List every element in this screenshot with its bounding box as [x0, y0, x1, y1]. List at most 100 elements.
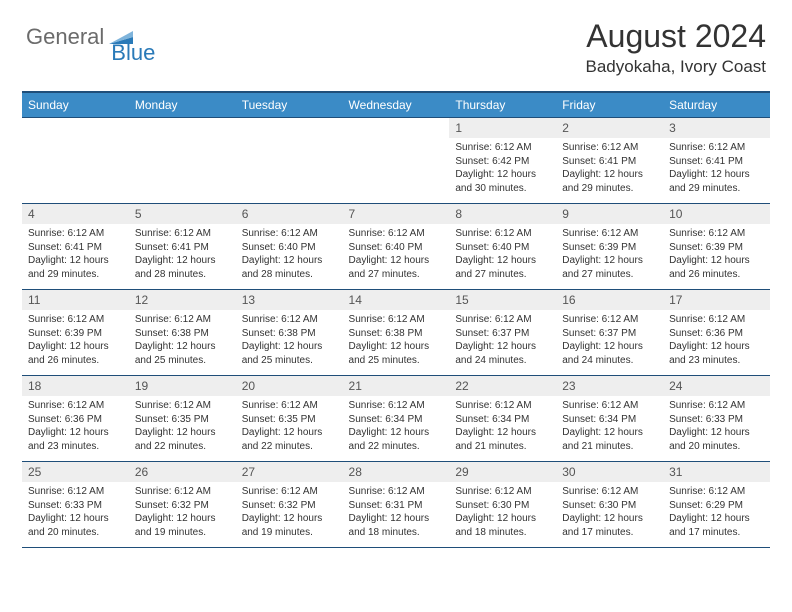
calendar-body: 1Sunrise: 6:12 AMSunset: 6:42 PMDaylight… — [22, 118, 770, 548]
day-number: 6 — [236, 204, 343, 224]
calendar-day-cell: 7Sunrise: 6:12 AMSunset: 6:40 PMDaylight… — [343, 204, 450, 290]
day-number: 22 — [449, 376, 556, 396]
calendar-day-cell: 18Sunrise: 6:12 AMSunset: 6:36 PMDayligh… — [22, 376, 129, 462]
day-details: Sunrise: 6:12 AMSunset: 6:42 PMDaylight:… — [449, 138, 556, 198]
calendar-day-cell: 24Sunrise: 6:12 AMSunset: 6:33 PMDayligh… — [663, 376, 770, 462]
day-number: 9 — [556, 204, 663, 224]
day-number: 21 — [343, 376, 450, 396]
calendar-day-cell: 4Sunrise: 6:12 AMSunset: 6:41 PMDaylight… — [22, 204, 129, 290]
weekday-header: Thursday — [449, 92, 556, 118]
calendar-day-cell: 10Sunrise: 6:12 AMSunset: 6:39 PMDayligh… — [663, 204, 770, 290]
calendar-day-cell — [343, 118, 450, 204]
calendar-day-cell: 9Sunrise: 6:12 AMSunset: 6:39 PMDaylight… — [556, 204, 663, 290]
calendar-week-row: 4Sunrise: 6:12 AMSunset: 6:41 PMDaylight… — [22, 204, 770, 290]
day-details: Sunrise: 6:12 AMSunset: 6:30 PMDaylight:… — [556, 482, 663, 542]
calendar-week-row: 1Sunrise: 6:12 AMSunset: 6:42 PMDaylight… — [22, 118, 770, 204]
day-details: Sunrise: 6:12 AMSunset: 6:35 PMDaylight:… — [129, 396, 236, 456]
day-details: Sunrise: 6:12 AMSunset: 6:39 PMDaylight:… — [22, 310, 129, 370]
day-number: 4 — [22, 204, 129, 224]
calendar-day-cell: 8Sunrise: 6:12 AMSunset: 6:40 PMDaylight… — [449, 204, 556, 290]
day-number: 11 — [22, 290, 129, 310]
day-number: 20 — [236, 376, 343, 396]
calendar-day-cell: 2Sunrise: 6:12 AMSunset: 6:41 PMDaylight… — [556, 118, 663, 204]
day-number: 27 — [236, 462, 343, 482]
day-number: 16 — [556, 290, 663, 310]
page-title: August 2024 — [586, 18, 766, 55]
day-number: 28 — [343, 462, 450, 482]
weekday-header: Monday — [129, 92, 236, 118]
day-details: Sunrise: 6:12 AMSunset: 6:38 PMDaylight:… — [129, 310, 236, 370]
calendar-week-row: 18Sunrise: 6:12 AMSunset: 6:36 PMDayligh… — [22, 376, 770, 462]
calendar-day-cell — [236, 118, 343, 204]
day-details: Sunrise: 6:12 AMSunset: 6:39 PMDaylight:… — [556, 224, 663, 284]
day-details: Sunrise: 6:12 AMSunset: 6:29 PMDaylight:… — [663, 482, 770, 542]
logo-text-2: Blue — [111, 40, 155, 66]
day-details: Sunrise: 6:12 AMSunset: 6:40 PMDaylight:… — [449, 224, 556, 284]
day-number: 13 — [236, 290, 343, 310]
day-details: Sunrise: 6:12 AMSunset: 6:30 PMDaylight:… — [449, 482, 556, 542]
day-number: 17 — [663, 290, 770, 310]
calendar-day-cell: 14Sunrise: 6:12 AMSunset: 6:38 PMDayligh… — [343, 290, 450, 376]
calendar-day-cell: 26Sunrise: 6:12 AMSunset: 6:32 PMDayligh… — [129, 462, 236, 548]
day-number: 25 — [22, 462, 129, 482]
day-number: 14 — [343, 290, 450, 310]
calendar-day-cell: 6Sunrise: 6:12 AMSunset: 6:40 PMDaylight… — [236, 204, 343, 290]
day-number: 26 — [129, 462, 236, 482]
day-details: Sunrise: 6:12 AMSunset: 6:32 PMDaylight:… — [236, 482, 343, 542]
calendar-day-cell — [129, 118, 236, 204]
day-details: Sunrise: 6:12 AMSunset: 6:38 PMDaylight:… — [236, 310, 343, 370]
day-details: Sunrise: 6:12 AMSunset: 6:41 PMDaylight:… — [22, 224, 129, 284]
title-block: August 2024 Badyokaha, Ivory Coast — [586, 18, 766, 77]
day-number: 30 — [556, 462, 663, 482]
day-details: Sunrise: 6:12 AMSunset: 6:36 PMDaylight:… — [663, 310, 770, 370]
day-number: 29 — [449, 462, 556, 482]
day-details: Sunrise: 6:12 AMSunset: 6:33 PMDaylight:… — [663, 396, 770, 456]
day-details: Sunrise: 6:12 AMSunset: 6:32 PMDaylight:… — [129, 482, 236, 542]
weekday-header: Tuesday — [236, 92, 343, 118]
calendar-day-cell: 13Sunrise: 6:12 AMSunset: 6:38 PMDayligh… — [236, 290, 343, 376]
day-number: 23 — [556, 376, 663, 396]
calendar-day-cell: 16Sunrise: 6:12 AMSunset: 6:37 PMDayligh… — [556, 290, 663, 376]
day-number: 1 — [449, 118, 556, 138]
day-details: Sunrise: 6:12 AMSunset: 6:40 PMDaylight:… — [343, 224, 450, 284]
calendar-day-cell: 25Sunrise: 6:12 AMSunset: 6:33 PMDayligh… — [22, 462, 129, 548]
calendar-day-cell: 17Sunrise: 6:12 AMSunset: 6:36 PMDayligh… — [663, 290, 770, 376]
logo: General Blue — [26, 18, 181, 50]
day-number: 12 — [129, 290, 236, 310]
calendar-day-cell: 11Sunrise: 6:12 AMSunset: 6:39 PMDayligh… — [22, 290, 129, 376]
weekday-header: Wednesday — [343, 92, 450, 118]
calendar-table: SundayMondayTuesdayWednesdayThursdayFrid… — [22, 91, 770, 548]
logo-text-1: General — [26, 24, 104, 50]
day-number: 5 — [129, 204, 236, 224]
calendar-day-cell: 15Sunrise: 6:12 AMSunset: 6:37 PMDayligh… — [449, 290, 556, 376]
day-number: 18 — [22, 376, 129, 396]
day-details: Sunrise: 6:12 AMSunset: 6:33 PMDaylight:… — [22, 482, 129, 542]
weekday-header: Friday — [556, 92, 663, 118]
location-label: Badyokaha, Ivory Coast — [586, 57, 766, 77]
header: General Blue August 2024 Badyokaha, Ivor… — [0, 0, 792, 85]
weekday-header: Saturday — [663, 92, 770, 118]
calendar-day-cell: 28Sunrise: 6:12 AMSunset: 6:31 PMDayligh… — [343, 462, 450, 548]
day-number: 24 — [663, 376, 770, 396]
day-number: 7 — [343, 204, 450, 224]
weekday-header-row: SundayMondayTuesdayWednesdayThursdayFrid… — [22, 92, 770, 118]
calendar-day-cell: 12Sunrise: 6:12 AMSunset: 6:38 PMDayligh… — [129, 290, 236, 376]
day-details: Sunrise: 6:12 AMSunset: 6:38 PMDaylight:… — [343, 310, 450, 370]
calendar-day-cell — [22, 118, 129, 204]
calendar-day-cell: 19Sunrise: 6:12 AMSunset: 6:35 PMDayligh… — [129, 376, 236, 462]
calendar-day-cell: 21Sunrise: 6:12 AMSunset: 6:34 PMDayligh… — [343, 376, 450, 462]
calendar-week-row: 11Sunrise: 6:12 AMSunset: 6:39 PMDayligh… — [22, 290, 770, 376]
day-details: Sunrise: 6:12 AMSunset: 6:34 PMDaylight:… — [556, 396, 663, 456]
calendar-day-cell: 30Sunrise: 6:12 AMSunset: 6:30 PMDayligh… — [556, 462, 663, 548]
day-details: Sunrise: 6:12 AMSunset: 6:39 PMDaylight:… — [663, 224, 770, 284]
calendar-day-cell: 31Sunrise: 6:12 AMSunset: 6:29 PMDayligh… — [663, 462, 770, 548]
calendar-day-cell: 22Sunrise: 6:12 AMSunset: 6:34 PMDayligh… — [449, 376, 556, 462]
day-number: 2 — [556, 118, 663, 138]
day-details: Sunrise: 6:12 AMSunset: 6:41 PMDaylight:… — [663, 138, 770, 198]
day-number: 15 — [449, 290, 556, 310]
day-details: Sunrise: 6:12 AMSunset: 6:34 PMDaylight:… — [449, 396, 556, 456]
day-details: Sunrise: 6:12 AMSunset: 6:41 PMDaylight:… — [556, 138, 663, 198]
calendar-day-cell: 27Sunrise: 6:12 AMSunset: 6:32 PMDayligh… — [236, 462, 343, 548]
day-details: Sunrise: 6:12 AMSunset: 6:34 PMDaylight:… — [343, 396, 450, 456]
day-details: Sunrise: 6:12 AMSunset: 6:35 PMDaylight:… — [236, 396, 343, 456]
